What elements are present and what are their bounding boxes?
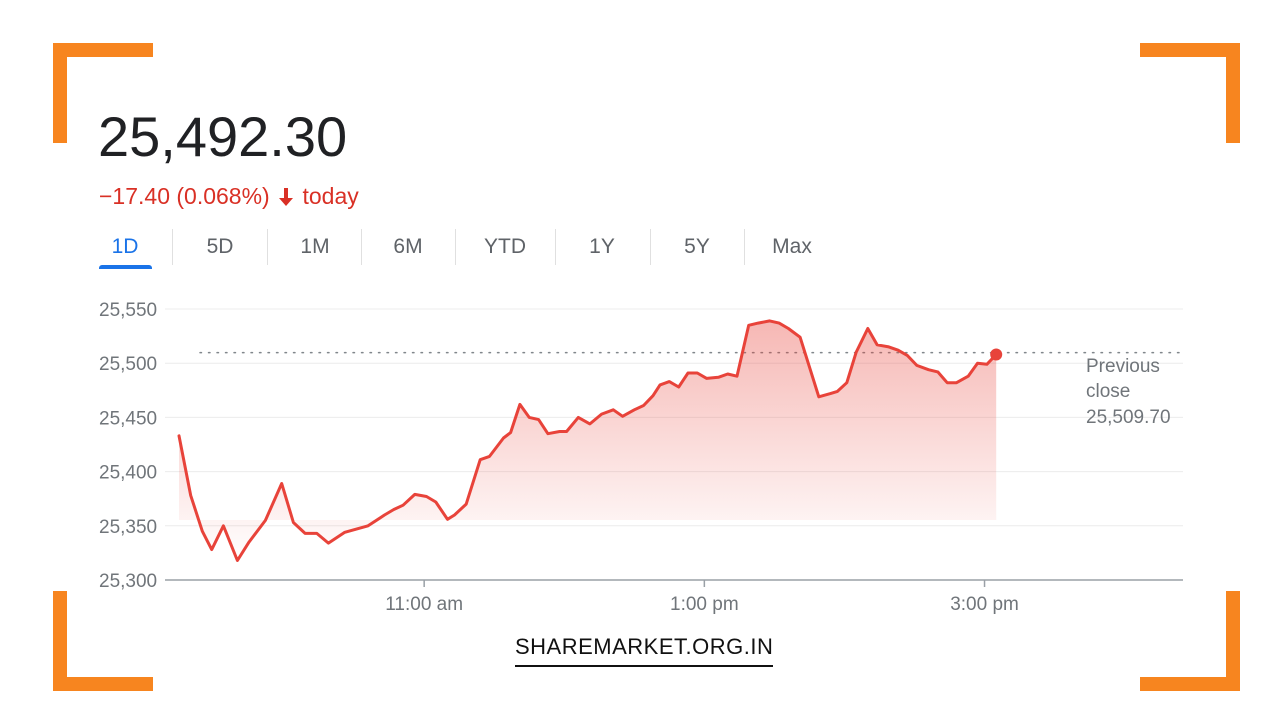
tab-separator: [172, 229, 173, 265]
y-tick-label: 25,550: [99, 300, 157, 321]
price-change: −17.40 (0.068%) today: [99, 182, 359, 213]
corner-bracket-bottom-right: [1140, 591, 1240, 691]
corner-bracket-top-left: [53, 43, 153, 143]
y-tick-label: 25,400: [99, 463, 157, 484]
price-area-fill: [179, 320, 997, 561]
active-tab-indicator: [99, 265, 152, 269]
arrow-down-icon: [278, 185, 294, 213]
price-line: [177, 319, 998, 562]
tab-5y[interactable]: 5Y: [684, 235, 710, 258]
price-change-suffix: today: [302, 183, 359, 209]
tab-max[interactable]: Max: [772, 235, 812, 258]
latest-price-dot: [990, 348, 1003, 361]
tab-separator: [455, 229, 456, 265]
tab-ytd[interactable]: YTD: [484, 235, 526, 258]
y-tick-label: 25,500: [99, 354, 157, 375]
x-tick-label: 11:00 am: [385, 594, 463, 615]
tab-separator: [744, 229, 745, 265]
previous-close-value: 25,509.70: [1086, 407, 1171, 428]
previous-close-label: Previous: [1086, 356, 1160, 377]
tab-5d[interactable]: 5D: [206, 235, 234, 258]
current-price: 25,492.30: [98, 105, 348, 168]
tab-separator: [361, 229, 362, 265]
tab-1d[interactable]: 1D: [111, 235, 139, 258]
brand-watermark: SHAREMARKET.ORG.IN: [515, 632, 774, 667]
corner-bracket-bottom-left: [53, 591, 153, 691]
x-tick-label: 3:00 pm: [950, 594, 1019, 615]
tab-separator: [555, 229, 556, 265]
y-tick-label: 25,300: [99, 571, 157, 592]
price-change-value: −17.40 (0.068%): [99, 183, 270, 209]
tab-1y[interactable]: 1Y: [589, 235, 615, 258]
tab-1m[interactable]: 1M: [300, 235, 330, 258]
y-tick-label: 25,450: [99, 408, 157, 429]
previous-close-label: close: [1086, 381, 1130, 402]
tab-separator: [650, 229, 651, 265]
tab-6m[interactable]: 6M: [393, 235, 423, 258]
x-tick-label: 1:00 pm: [670, 594, 739, 615]
tab-separator: [267, 229, 268, 265]
corner-bracket-top-right: [1140, 43, 1240, 143]
y-tick-label: 25,350: [99, 517, 157, 538]
